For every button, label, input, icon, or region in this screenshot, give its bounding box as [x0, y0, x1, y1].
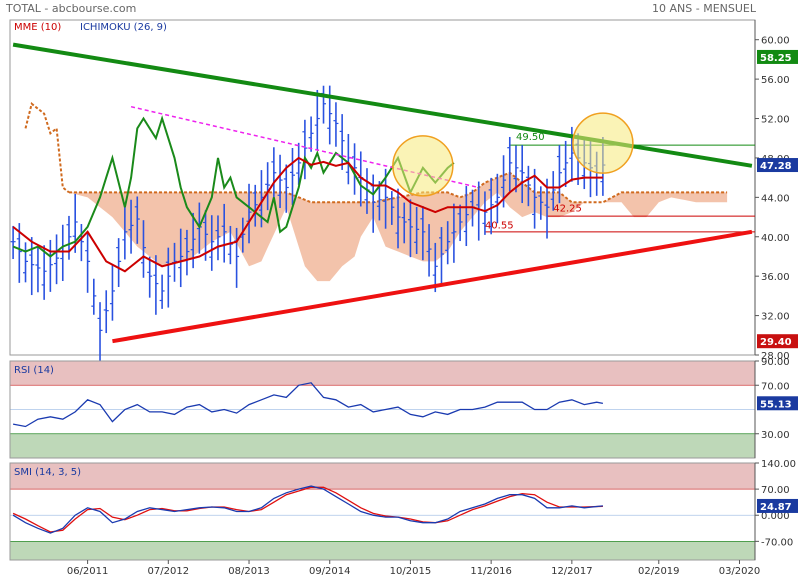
trendline-resistance: [12, 42, 753, 168]
x-tick-label-1: 07/2012: [148, 566, 190, 577]
rsi-panel: RSI (14) 90.00 70.00 30.00 55.13: [9, 357, 798, 459]
level-badge-1: 29.40: [760, 337, 792, 348]
highlight-circle-0: [392, 135, 454, 197]
smi-y-tick-1: 70.00: [761, 485, 790, 496]
main-y-tick-3: 40.00: [761, 233, 790, 244]
last-price-badge: 47.28: [760, 161, 792, 172]
chart-period-label: 10 ANS - MENSUEL: [652, 2, 756, 15]
rsi-title: RSI (14): [14, 365, 54, 376]
smi-title: SMI (14, 3, 5): [14, 467, 81, 478]
rsi-last-badge-bg: [757, 396, 798, 411]
x-tick-label-5: 11/2016: [470, 566, 512, 577]
level-badge-0-bg: [757, 49, 798, 64]
main-y-tick-7: 56.00: [761, 75, 790, 86]
x-tick-label-3: 09/2014: [309, 566, 351, 577]
smi-signal-line: [12, 486, 603, 533]
x-axis: 06/2011 07/2012 08/2013 09/2014 10/2015 11/20…: [67, 560, 760, 577]
legend-entry-0: MME (10): [14, 22, 61, 33]
mme-10-line: [12, 156, 603, 273]
chart-source-title: TOTAL - abcbourse.com: [6, 2, 137, 15]
smi-band-top: [10, 463, 755, 490]
rsi-band-top: [10, 361, 755, 386]
smi-band-bottom: [10, 541, 755, 560]
main-y-tick-4: 44.00: [761, 193, 790, 204]
trendline-support: [112, 229, 753, 344]
main-y-tick-2: 36.00: [761, 272, 790, 283]
smi-panel: SMI (14, 3, 5) 140.00 70.00 0.000 -70.00 24.8…: [9, 459, 798, 561]
main-y-tick-1: 32.00: [761, 312, 790, 323]
ichimoku-tenkan-line: [12, 115, 455, 258]
smi-y-tick-3: -70.00: [761, 537, 793, 548]
smi-y-tick-2: 0.000: [761, 511, 790, 522]
smi-last-badge-bg: [757, 498, 798, 513]
annotation-label-1: 42.25: [553, 204, 582, 215]
smi-last-badge: 24.87: [760, 502, 792, 513]
rsi-line: [12, 382, 604, 428]
level-badge-1-bg: [757, 334, 798, 349]
annotation-label-2: 40.55: [485, 220, 514, 231]
last-price-badge-bg: [757, 158, 798, 173]
legend-entry-1: ICHIMOKU (26, 9): [80, 22, 167, 33]
level-badge-0: 58.25: [760, 53, 792, 64]
rsi-last-badge: 55.13: [760, 399, 792, 410]
main-y-tick-8: 60.00: [761, 36, 790, 47]
main-y-tick-6: 52.00: [761, 115, 790, 126]
x-tick-label-6: 12/2017: [551, 566, 593, 577]
annotation-label-0: 49.50: [516, 132, 545, 143]
x-tick-label-7: 02/2019: [638, 566, 680, 577]
ichimoku-chikou-line: [24, 102, 70, 194]
smi-y-tick-0: 140.00: [761, 459, 796, 470]
x-tick-label-0: 06/2011: [67, 566, 109, 577]
highlight-circle-1: [572, 112, 634, 174]
rsi-y-tick-1: 70.00: [761, 381, 790, 392]
main-price-panel: 49.50 42.25 40.55 MME (10) ICHIMOKU (26, 9) 2…: [9, 19, 798, 362]
main-y-tick-0: 28.00: [761, 351, 790, 362]
smi-line: [12, 485, 603, 534]
rsi-band-bottom: [10, 433, 755, 458]
main-panel-frame: [9, 19, 756, 356]
x-tick-label-8: 03/2020: [719, 566, 761, 577]
rsi-y-tick-0: 90.00: [761, 357, 790, 368]
rsi-y-tick-2: 30.00: [761, 430, 790, 441]
x-tick-label-2: 08/2013: [228, 566, 270, 577]
x-tick-label-4: 10/2015: [390, 566, 432, 577]
